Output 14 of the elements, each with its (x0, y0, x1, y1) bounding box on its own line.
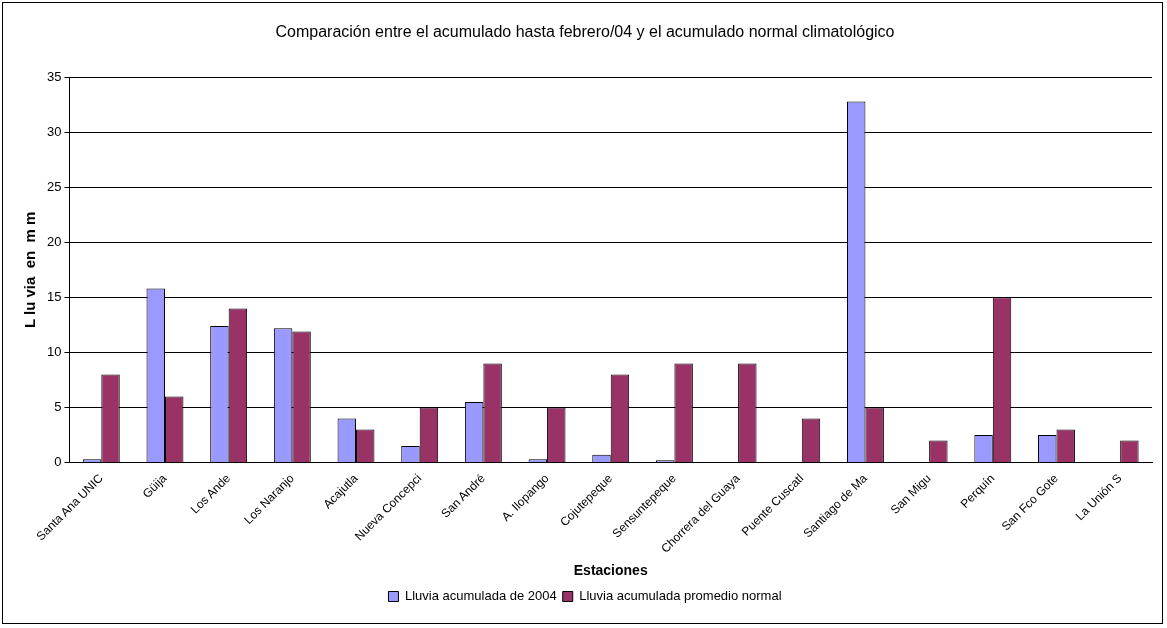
y-tick-label: 5 (54, 399, 62, 415)
legend-label: Lluvia acumulada de 2004 (404, 588, 557, 604)
y-tick-label: 20 (46, 233, 62, 249)
y-tick-label: 15 (46, 288, 62, 304)
y-tick-label: 10 (46, 343, 62, 359)
y-tick-label: 0 (54, 454, 62, 470)
y-axis-title: L lu via en m m (21, 211, 39, 329)
x-tick-label: San Fco Gote (998, 470, 1062, 534)
chart-title: Comparación entre el acumulado hasta febrero/04 y el acumulado normal climatológico (275, 23, 895, 41)
y-tick-label: 30 (46, 123, 62, 139)
x-axis-title: Estaciones (573, 562, 648, 579)
y-tick-label: 35 (46, 68, 62, 84)
y-tick-label: 25 (46, 178, 62, 194)
legend-label: Lluvia acumulada promedio normal (579, 588, 782, 604)
